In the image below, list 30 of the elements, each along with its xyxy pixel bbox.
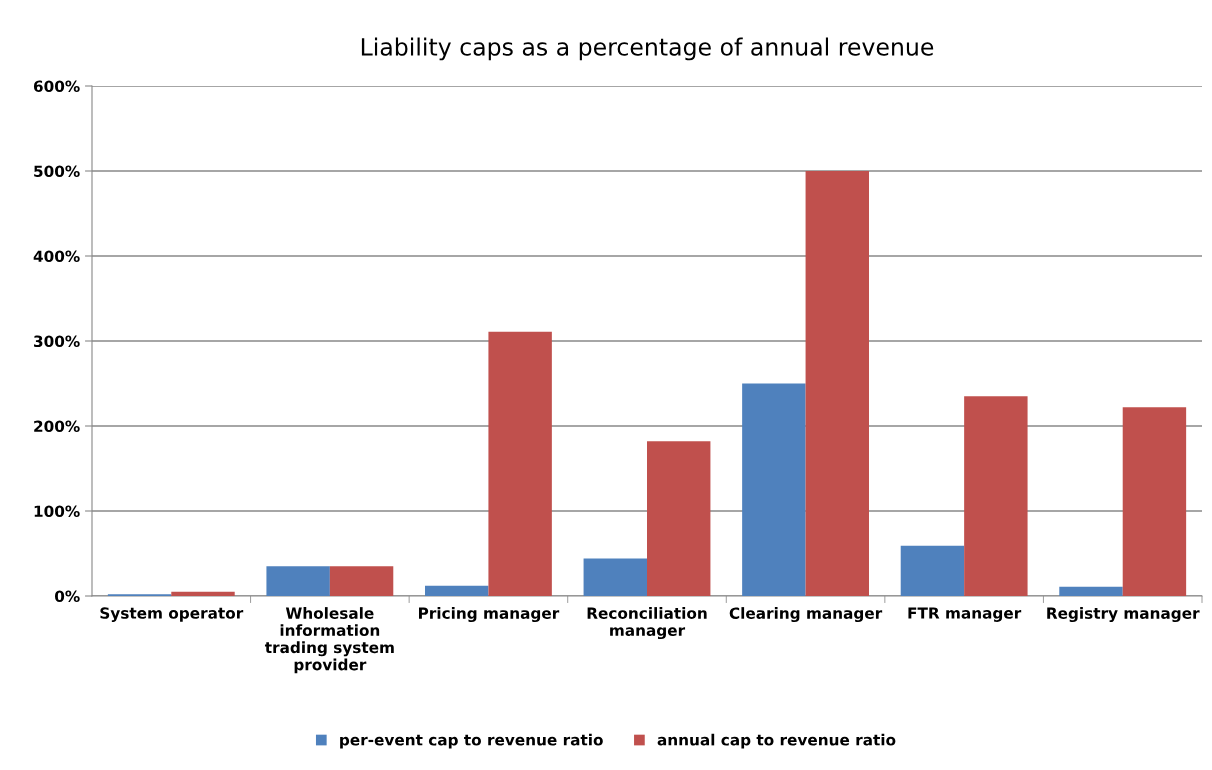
- bar: [900, 545, 965, 596]
- x-tick-label: Reconciliation manager: [587, 607, 707, 640]
- x-tick-label: Pricing manager: [419, 607, 560, 623]
- bar: [171, 591, 235, 596]
- x-tick-label: Clearing manager: [729, 607, 883, 623]
- x-tick-label: Wholesale information trading system provider: [264, 607, 394, 674]
- bar: [1122, 407, 1187, 596]
- bar: [488, 331, 552, 596]
- y-tick-label: 0%: [54, 590, 80, 603]
- bar: [1059, 586, 1123, 596]
- y-tick-label: 100%: [34, 505, 80, 518]
- x-tick-label: Registry manager: [1047, 607, 1200, 623]
- bar: [425, 585, 489, 596]
- bar: [805, 171, 869, 596]
- bar: [583, 558, 647, 596]
- y-tick-label: 600%: [33, 80, 80, 93]
- chart-title: Liability caps as a percentage of annual revenue: [361, 37, 934, 61]
- bar: [964, 396, 1028, 596]
- x-tick-label: FTR manager: [908, 607, 1022, 622]
- y-tick-label: 500%: [34, 165, 80, 178]
- bar: [266, 566, 330, 596]
- bar: [742, 383, 806, 596]
- bar: [647, 441, 711, 596]
- y-tick-label: 300%: [34, 335, 80, 348]
- legend-label: annual cap to revenue ratio: [657, 733, 896, 749]
- y-tick-label: 200%: [34, 420, 80, 433]
- bar: [329, 566, 394, 596]
- x-tick-label: System operator: [100, 607, 244, 622]
- legend-label: per-event cap to revenue ratio: [340, 733, 603, 749]
- y-tick-label: 400%: [33, 250, 80, 263]
